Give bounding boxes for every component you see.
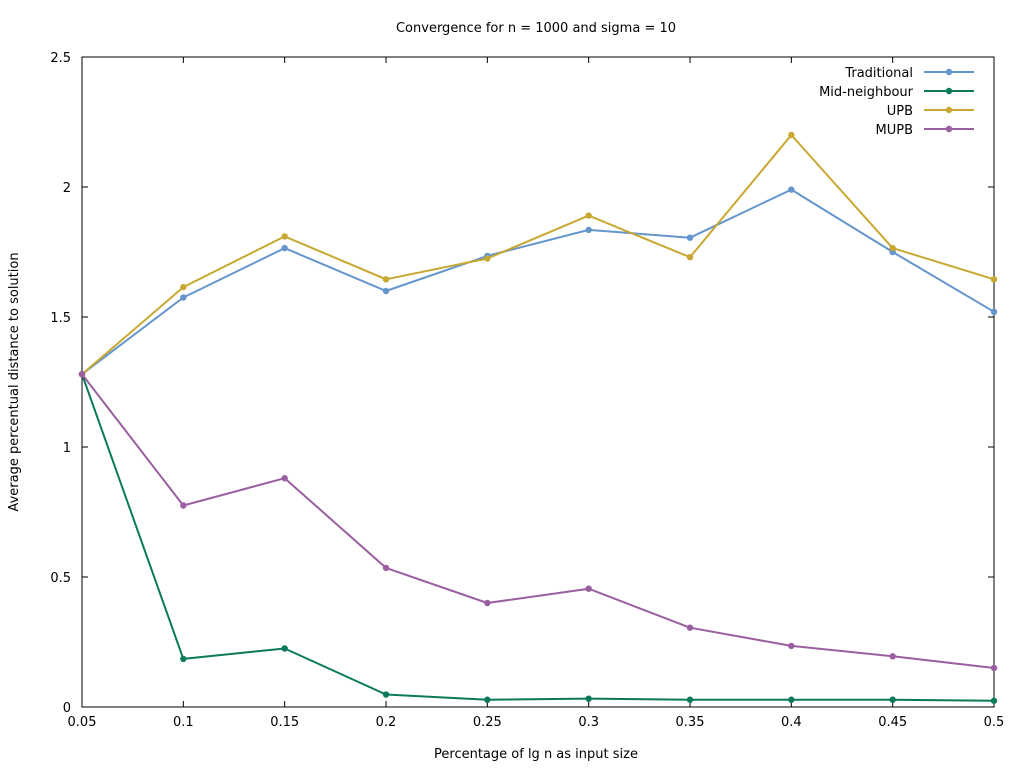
- data-point-upb: [686, 254, 694, 261]
- x-tick-label: 0.2: [376, 715, 397, 730]
- data-point-mupb: [281, 475, 288, 482]
- y-tick-label: 2.5: [50, 51, 71, 66]
- x-tick-label: 0.35: [676, 715, 705, 730]
- legend-swatch-point: [945, 125, 953, 133]
- data-point-traditional: [180, 294, 187, 301]
- series-line-mupb: [81, 373, 995, 669]
- plot-frame: [81, 56, 995, 708]
- legend-swatch-point: [945, 87, 953, 95]
- series-traditional: [78, 186, 998, 378]
- legend-label: Traditional: [844, 66, 913, 81]
- data-point-upb: [990, 276, 998, 283]
- legend-label: MUPB: [876, 123, 914, 138]
- data-point-mid-neighbour: [484, 696, 491, 703]
- data-point-traditional: [788, 186, 795, 193]
- series-line-traditional: [81, 188, 995, 375]
- data-point-traditional: [686, 234, 694, 241]
- series-line-mid-neighbour: [81, 373, 995, 702]
- x-tick-label: 0.4: [781, 715, 802, 730]
- data-point-traditional: [382, 287, 390, 295]
- data-point-upb: [382, 276, 390, 283]
- data-point-traditional: [585, 226, 592, 234]
- series-mid-neighbour: [78, 371, 998, 704]
- chart-title: Convergence for n = 1000 and sigma = 10: [396, 21, 676, 36]
- data-point-upb: [788, 131, 795, 139]
- legend-swatch-point: [945, 68, 953, 76]
- y-tick-label: 1: [63, 441, 71, 456]
- data-point-mupb: [484, 599, 491, 607]
- data-point-upb: [889, 244, 896, 252]
- plot-area: [81, 56, 995, 708]
- legend-item-traditional: Traditional: [844, 66, 974, 81]
- data-point-upb: [484, 255, 491, 262]
- x-axis-title: Percentage of lg n as input size: [434, 747, 638, 762]
- legend-item-mid-neighbour: Mid-neighbour: [819, 85, 974, 100]
- data-point-mupb: [78, 371, 86, 378]
- legend-label: UPB: [887, 104, 913, 119]
- x-tick-label: 0.1: [173, 715, 194, 730]
- x-tick-label: 0.3: [578, 715, 599, 730]
- y-tick-label: 1.5: [50, 311, 71, 326]
- x-tick-label: 0.05: [68, 715, 97, 730]
- y-axis-title: Average percentual distance to solution: [7, 252, 22, 511]
- series-line-upb: [81, 134, 995, 375]
- data-point-traditional: [281, 244, 288, 252]
- data-point-mupb: [585, 585, 592, 592]
- series-layer: [78, 131, 998, 704]
- legend-item-upb: UPB: [887, 104, 974, 119]
- y-tick-label: 2: [63, 181, 71, 196]
- data-point-mid-neighbour: [382, 691, 390, 698]
- data-point-upb: [180, 283, 187, 291]
- data-point-mid-neighbour: [990, 697, 998, 704]
- series-mupb: [78, 371, 998, 672]
- legend-label: Mid-neighbour: [819, 85, 914, 100]
- data-point-mid-neighbour: [686, 696, 694, 703]
- x-axis: 0.05 0.1 0.15 0.2 0.25 0.3 0.35 0.4 0.45 0.5: [68, 57, 1005, 730]
- x-tick-label: 0.15: [270, 715, 299, 730]
- data-point-traditional: [990, 308, 998, 315]
- data-point-mupb: [686, 624, 694, 631]
- data-point-mid-neighbour: [180, 655, 187, 663]
- legend-item-mupb: MUPB: [876, 123, 974, 138]
- legend-swatch-point: [945, 106, 953, 114]
- data-point-mid-neighbour: [281, 645, 288, 652]
- y-tick-label: 0.5: [50, 571, 71, 586]
- legend: Traditional Mid-neighbour UPB MUPB: [819, 66, 974, 138]
- data-point-mupb: [990, 664, 998, 672]
- series-upb: [78, 131, 998, 378]
- data-point-mid-neighbour: [889, 696, 896, 703]
- data-point-upb: [585, 212, 592, 219]
- data-point-mid-neighbour: [585, 695, 592, 702]
- data-point-mupb: [889, 653, 896, 660]
- x-tick-label: 0.5: [984, 715, 1005, 730]
- data-point-mupb: [180, 502, 187, 509]
- y-tick-label: 0: [63, 701, 71, 716]
- y-axis: 0 0.5 1 1.5 2 2.5: [50, 51, 994, 716]
- x-tick-label: 0.25: [473, 715, 502, 730]
- data-point-mupb: [788, 642, 795, 650]
- data-point-upb: [281, 233, 288, 240]
- data-point-mupb: [382, 564, 390, 572]
- x-tick-label: 0.45: [878, 715, 907, 730]
- data-point-mid-neighbour: [788, 696, 795, 703]
